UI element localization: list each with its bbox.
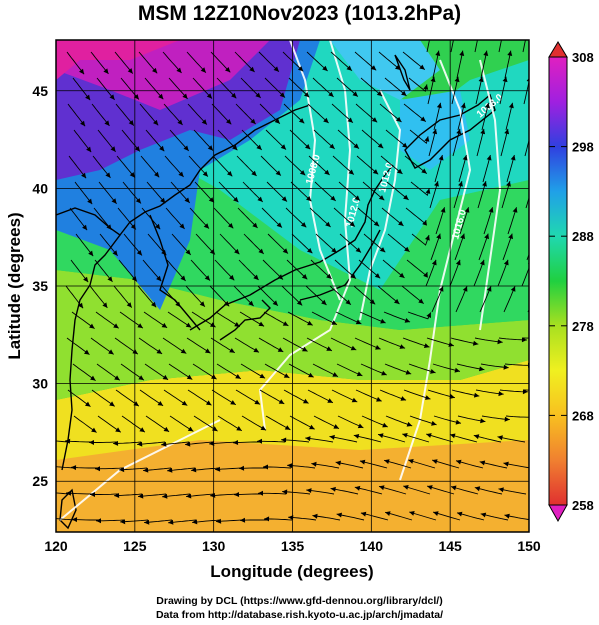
x-tick-label: 135	[281, 538, 305, 554]
isobar-line	[479, 59, 502, 331]
y-tick-label: 25	[32, 473, 48, 489]
colorbar-top-arrow	[548, 41, 568, 58]
x-tick-label: 140	[360, 538, 384, 554]
x-tick-label: 120	[44, 538, 68, 554]
gridlines	[56, 40, 529, 532]
isobar-line	[258, 40, 352, 431]
y-axis-label: Latitude (degrees)	[5, 212, 24, 359]
y-axis: 25 30 35 40 45	[32, 83, 48, 489]
y-tick-label: 35	[32, 278, 48, 294]
chart-title: MSM 12Z10Nov2023 (1013.2hPa)	[137, 2, 462, 25]
x-axis: 120 125 130 135 140 145 150	[44, 538, 541, 554]
y-tick-label: 45	[32, 83, 48, 99]
x-axis-label: Longitude (degrees)	[210, 562, 373, 581]
colorbar-tick-label: 308	[572, 50, 594, 65]
x-tick-label: 150	[517, 538, 541, 554]
isobar-line	[59, 419, 221, 521]
isobar-line	[289, 40, 341, 301]
colorbar-tick-label: 258	[572, 498, 594, 513]
x-tick-label: 130	[202, 538, 226, 554]
x-tick-label: 145	[438, 538, 462, 554]
colorbar-tick-label: 268	[572, 408, 594, 423]
plot-frame	[55, 39, 530, 533]
y-tick-label: 40	[32, 180, 48, 196]
isobar-line	[359, 89, 402, 321]
wind-streamlines	[56, 40, 529, 525]
isobars	[59, 40, 502, 521]
x-tick-label: 125	[123, 538, 147, 554]
isobar-line	[399, 59, 472, 481]
credit-drawing: Drawing by DCL (https://www.gfd-dennou.o…	[156, 595, 443, 607]
colorbar-bottom-arrow	[548, 504, 568, 523]
colorbar-tick-label: 278	[572, 319, 594, 334]
y-tick-label: 30	[32, 376, 48, 392]
colorbar-tick-label: 288	[572, 229, 594, 244]
colorbar-tick-label: 298	[572, 140, 594, 155]
credit-data-source: Data from http://database.rish.kyoto-u.a…	[155, 609, 444, 621]
colorbar: 258 268 278 288 298 308	[548, 41, 594, 523]
